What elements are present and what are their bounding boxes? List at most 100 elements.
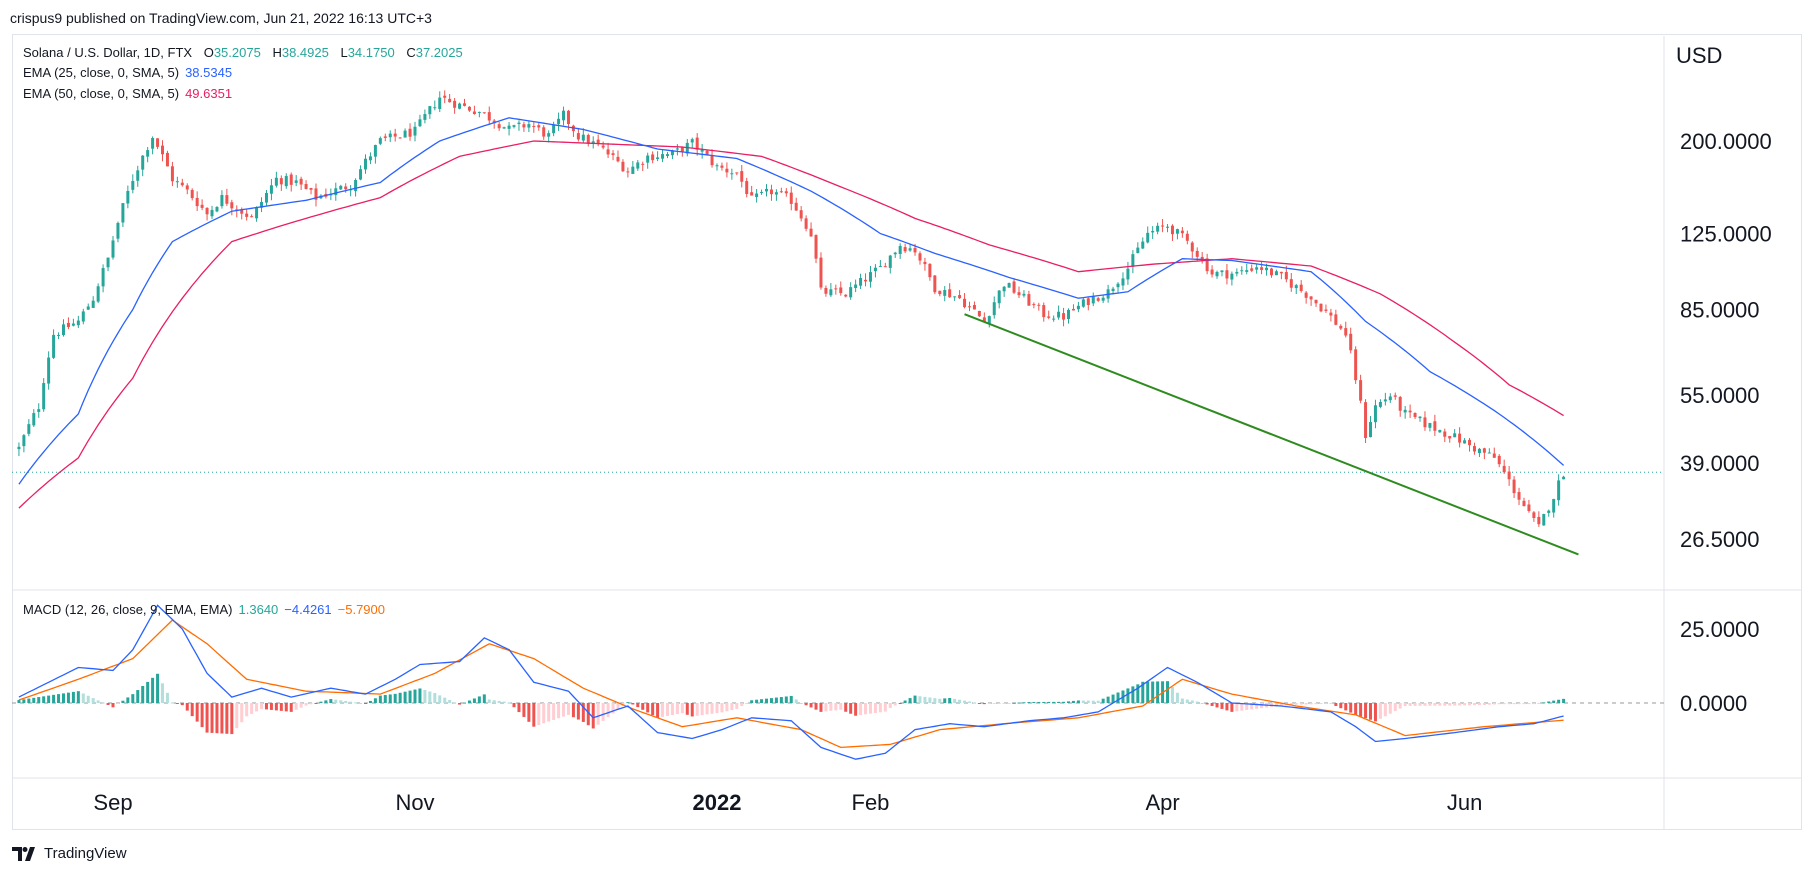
macd-histogram-bar [349, 701, 353, 703]
open-label: O [203, 45, 214, 60]
macd-histogram-bar [829, 703, 833, 711]
candle-body [576, 133, 580, 140]
candle-body [458, 103, 462, 109]
candle-body [180, 182, 184, 186]
candle-body [750, 192, 754, 196]
candle-body [111, 240, 115, 258]
macd-histogram-bar [527, 703, 531, 722]
macd-histogram-bar [47, 695, 51, 703]
macd-histogram-bar [690, 703, 694, 717]
macd-histogram-bar [165, 692, 169, 703]
macd-histogram-bar [809, 703, 813, 708]
candle-body [943, 290, 947, 296]
candle-body [963, 298, 967, 308]
candle-body [1126, 268, 1130, 280]
macd-histogram-bar [1428, 703, 1432, 706]
candle-body [1557, 480, 1561, 501]
ema25-legend[interactable]: EMA (25, close, 0, SMA, 5) 38.5345 [23, 65, 232, 80]
candle-body [1482, 448, 1486, 453]
candle-body [878, 266, 882, 268]
macd-tick-label: 0.0000 [1680, 691, 1747, 716]
chart-frame [12, 34, 1802, 830]
candle-body [165, 152, 169, 167]
macd-histogram-bar [32, 697, 36, 703]
macd-histogram-bar [1101, 698, 1105, 703]
candle-body [1334, 314, 1338, 325]
macd-histogram-bar [1339, 703, 1343, 709]
macd-histogram-bar [804, 703, 808, 706]
macd-legend[interactable]: MACD (12, 26, close, 9, EMA, EMA) 1.3640−… [23, 602, 385, 617]
macd-histogram-bar [1438, 703, 1442, 706]
candle-body [1210, 269, 1214, 275]
macd-histogram-bar [1324, 703, 1328, 704]
candle-body [1364, 402, 1368, 438]
macd-histogram-bar [1022, 702, 1026, 704]
candle-body [1497, 455, 1501, 465]
macd-histogram-bar [1195, 701, 1199, 703]
candle-body [651, 154, 655, 161]
macd-histogram-bar [849, 703, 853, 714]
macd-histogram-bar [1002, 703, 1006, 704]
macd-histogram-bar [844, 703, 848, 712]
symbol-legend[interactable]: Solana / U.S. Dollar, 1D, FTX O35.2075 H… [23, 45, 463, 60]
macd-histogram-bar [1423, 703, 1427, 706]
candle-body [1284, 272, 1288, 280]
candle-body [403, 130, 407, 138]
macd-histogram-bar [1329, 703, 1333, 704]
macd-histogram-bar [368, 700, 372, 703]
macd-histogram-bar [1052, 701, 1056, 703]
macd-histogram-bar [700, 703, 704, 716]
open-value: 35.2075 [213, 45, 261, 60]
macd-histogram-bar [596, 703, 600, 725]
time-tick-label: Nov [395, 790, 434, 815]
macd-histogram-bar [928, 697, 932, 703]
candle-body [22, 435, 26, 447]
candle-body [497, 124, 501, 129]
candle-body [824, 287, 828, 294]
macd-histogram-bar [636, 703, 640, 708]
macd-histogram-bar [1126, 688, 1130, 703]
candle-body [1274, 271, 1278, 276]
candle-body [408, 128, 412, 137]
candle-body [1269, 268, 1273, 276]
candle-body [819, 257, 823, 288]
macd-histogram-bar [1463, 703, 1467, 706]
axis-layer: USD 200.0000 125.0000 85.0000 55.0000 39.0000… [93, 43, 1771, 815]
candle-body [829, 289, 833, 296]
candle-body [987, 316, 991, 324]
macd-histogram-bar [651, 703, 655, 716]
macd-histogram-bar [1468, 703, 1472, 706]
macd-histogram-bar [22, 699, 26, 703]
macd-histogram-bar [240, 703, 244, 723]
candle-body [1175, 229, 1179, 234]
candle-body [418, 119, 422, 127]
candle-body [1413, 412, 1417, 418]
macd-histogram-bar [1359, 703, 1363, 717]
candle-body [765, 188, 769, 192]
candle-body [591, 141, 595, 144]
candle-body [1329, 312, 1333, 316]
macd-histogram-bar [794, 699, 798, 703]
macd-histogram-bar [1205, 703, 1209, 705]
close-label: C [406, 45, 416, 60]
candle-body [1096, 298, 1100, 301]
candle-body [760, 191, 764, 193]
macd-histogram-bar [938, 698, 942, 703]
macd-histogram-bar [1349, 703, 1353, 713]
low-value: 34.1750 [347, 45, 395, 60]
candle-body [710, 155, 714, 166]
candle-body [1240, 270, 1244, 272]
candle-body [542, 127, 546, 137]
tradingview-brand[interactable]: TradingView [12, 845, 127, 862]
candle-body [740, 171, 744, 182]
ema50-legend[interactable]: EMA (50, close, 0, SMA, 5) 49.6351 [23, 86, 232, 101]
price-tick-label: 125.0000 [1680, 222, 1772, 247]
candle-body [1220, 270, 1224, 273]
candle-body [680, 147, 684, 153]
candle-body [725, 168, 729, 173]
macd-histogram-bar [1522, 703, 1526, 705]
candle-body [641, 163, 645, 165]
candle-body [121, 203, 125, 223]
candle-body [1339, 325, 1343, 329]
